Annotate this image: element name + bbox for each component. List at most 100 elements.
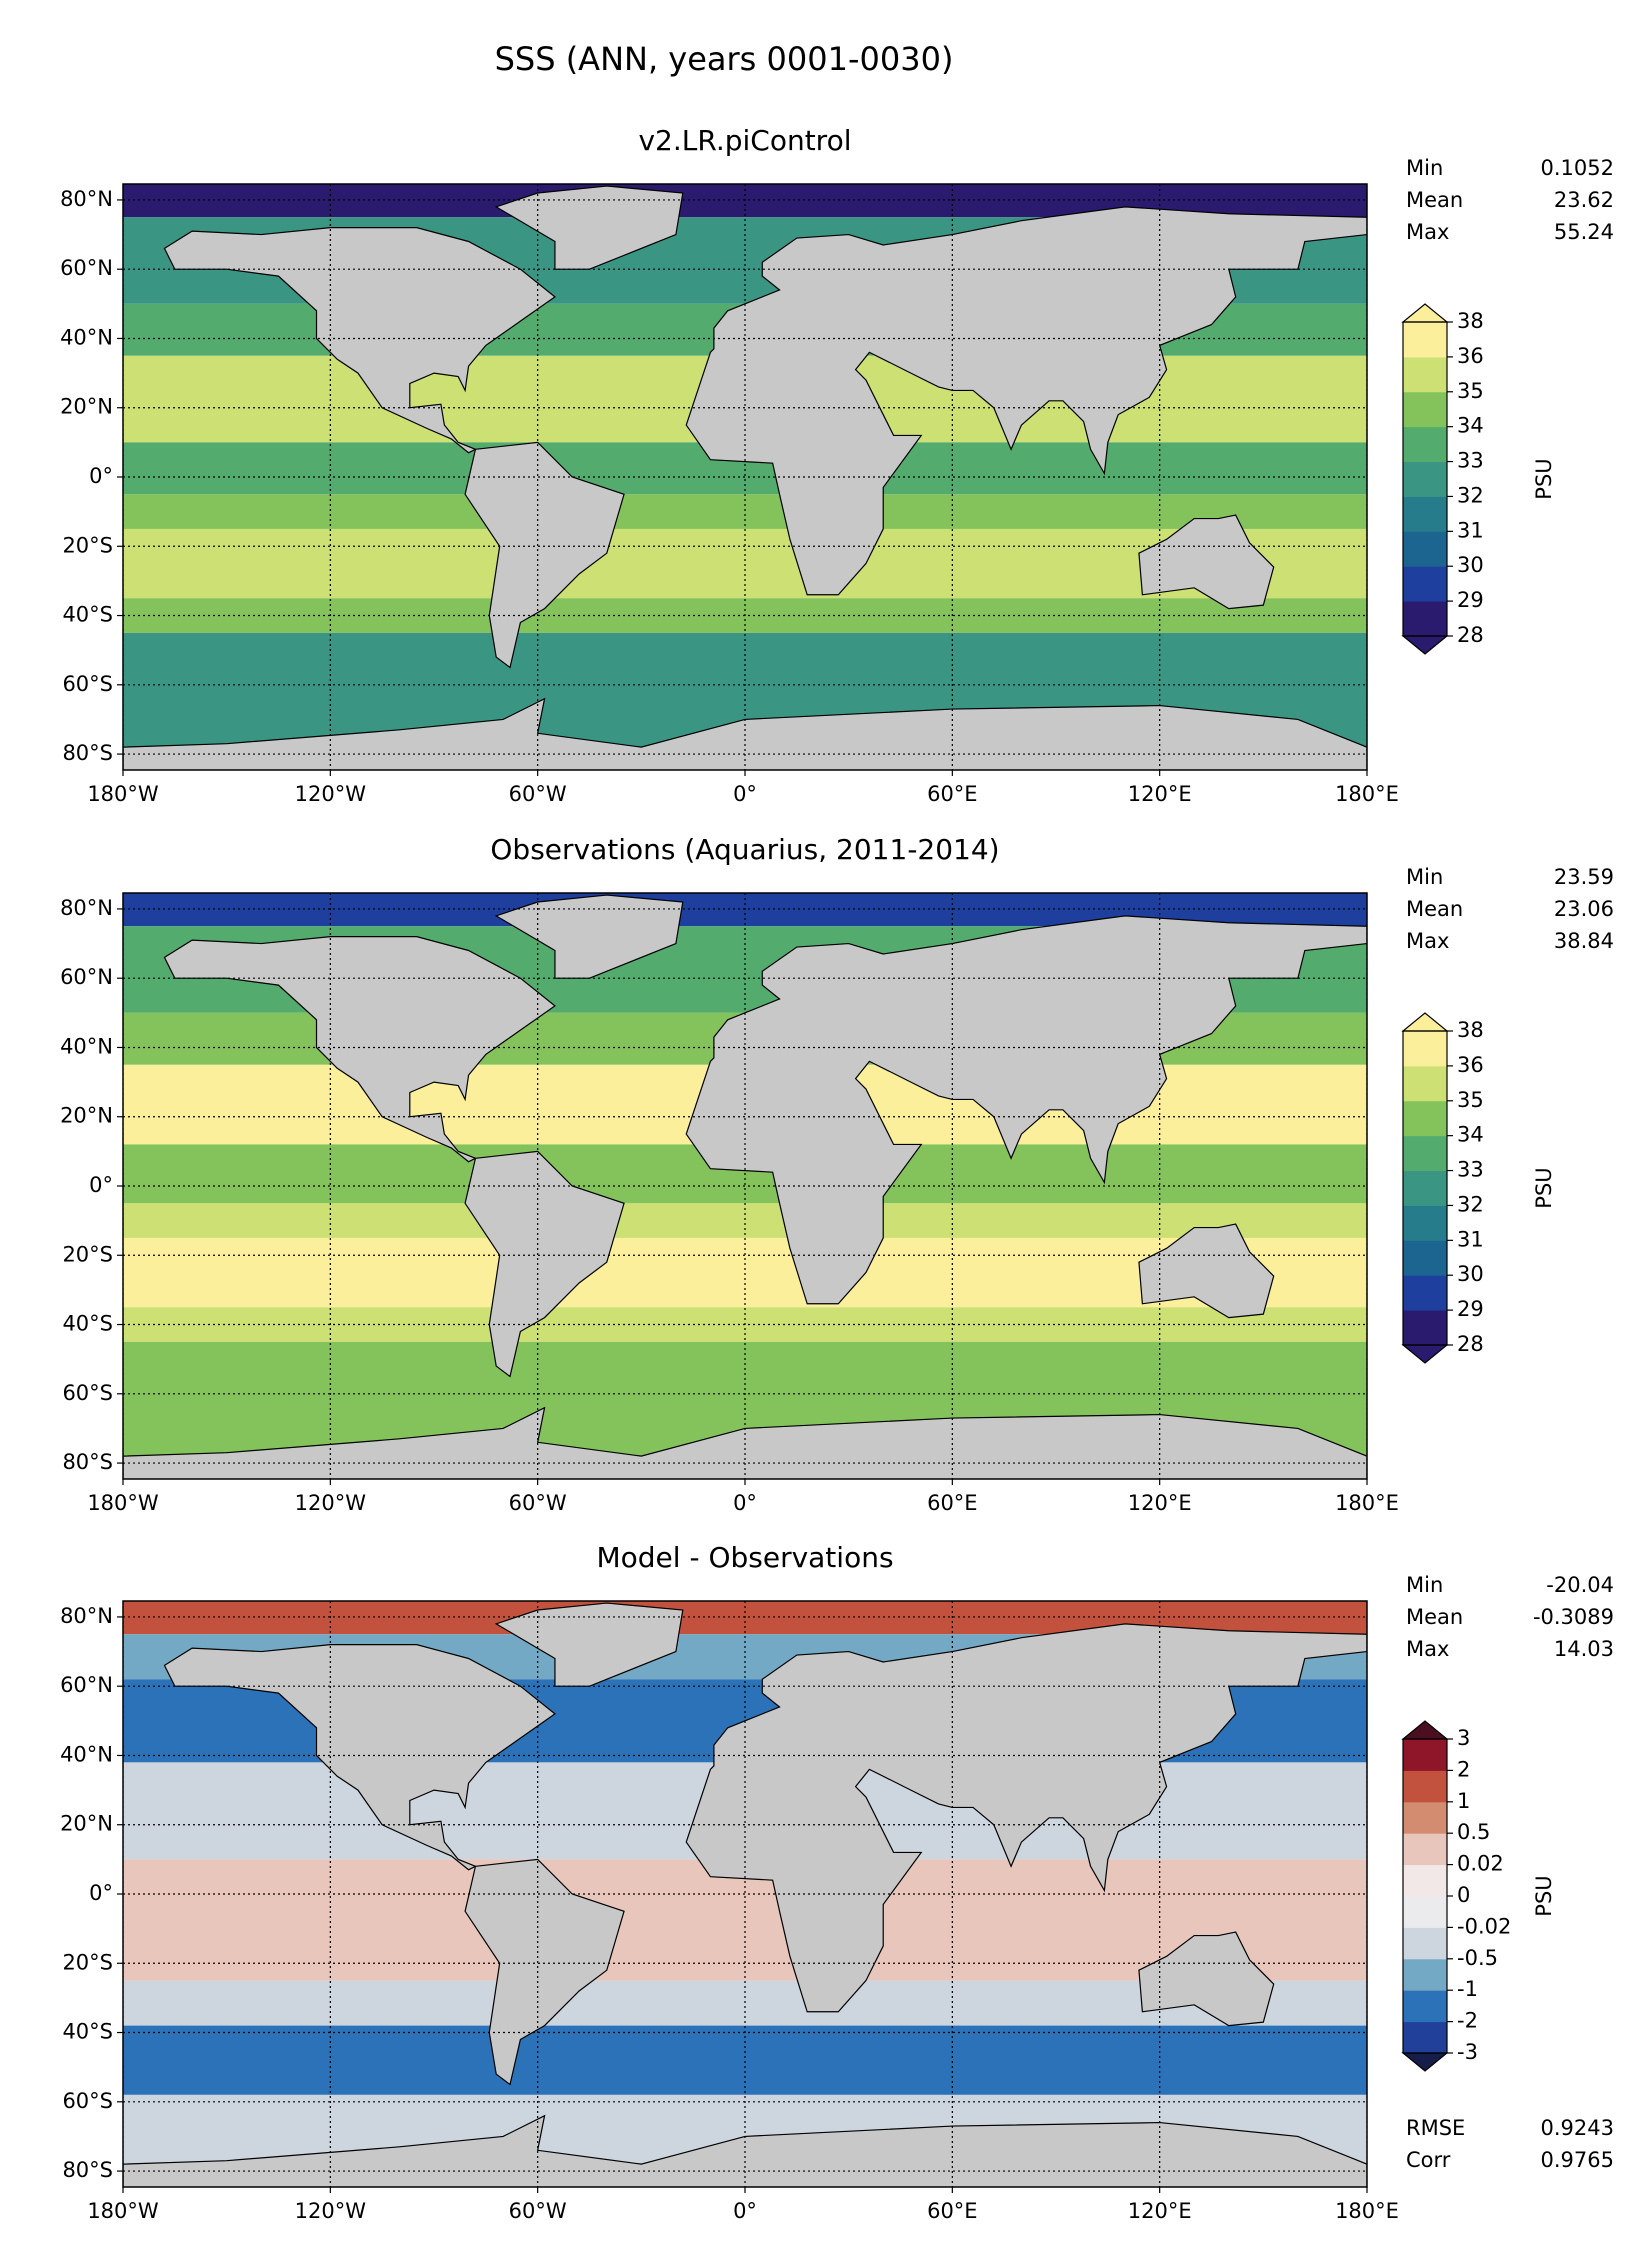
colorbar-frame	[1402, 1030, 1448, 1346]
colorbar-box	[1403, 1990, 1447, 2023]
lon-tick-label: 180°E	[1335, 1491, 1399, 1515]
lon-tick-label: 180°W	[87, 1491, 159, 1515]
colorbar-tick-label: 0.5	[1457, 1820, 1490, 1844]
colorbar-frame	[1402, 321, 1448, 637]
lat-tick-label: 40°N	[60, 325, 113, 349]
colorbar-box	[1403, 566, 1447, 602]
colorbar-tick-label: 35	[1457, 379, 1484, 403]
map	[123, 1601, 1367, 2187]
colorbar-box	[1403, 2021, 1447, 2054]
lat-tick-label: 0°	[89, 1173, 113, 1197]
colorbar-box	[1403, 1065, 1447, 1102]
panel-title: Model - Observations	[596, 1541, 893, 1574]
land	[1138, 1223, 1275, 1319]
panel-title: Observations (Aquarius, 2011-2014)	[490, 833, 999, 866]
land	[163, 1644, 556, 1871]
lat-tick-label: 60°S	[62, 672, 113, 696]
lon-tick-label: 0°	[733, 1491, 757, 1515]
colorbar-box	[1403, 391, 1447, 428]
lon-tick-label: 60°W	[509, 782, 567, 806]
colorbar-tick-label: -3	[1457, 2040, 1478, 2064]
lat-tick-label: 80°N	[60, 1604, 113, 1628]
stat-value: 0.1052	[1541, 156, 1614, 180]
stat-value: -20.04	[1546, 1573, 1614, 1597]
map	[123, 893, 1367, 1479]
colorbar-extend	[1401, 1012, 1449, 1032]
lon-tick-label: 120°W	[295, 1491, 367, 1515]
colorbar-box	[1403, 1205, 1447, 1241]
colorbar-label: PSU	[1532, 458, 1556, 499]
colorbar-box	[1403, 1100, 1447, 1137]
lon-tick-label: 0°	[733, 782, 757, 806]
lon-tick-label: 60°E	[927, 2199, 978, 2223]
lat-tick-label: 40°N	[60, 1742, 113, 1766]
lat-tick-label: 40°S	[62, 1312, 113, 1336]
lat-tick-label: 60°S	[62, 2089, 113, 2113]
colorbar-extend	[1401, 1720, 1449, 1740]
lat-tick-label: 40°N	[60, 1034, 113, 1058]
colorbar-box	[1403, 1135, 1447, 1172]
colorbar-tick-label: 2	[1457, 1757, 1470, 1781]
colorbar-tick-label: -0.02	[1457, 1914, 1511, 1938]
metric-value: 0.9765	[1541, 2148, 1614, 2172]
lat-tick-label: 20°N	[60, 1104, 113, 1128]
metric-label: Corr	[1406, 2148, 1451, 2172]
stat-value: 23.06	[1554, 897, 1614, 921]
lon-tick-label: 60°W	[509, 2199, 567, 2223]
colorbar-tick-label: 28	[1457, 623, 1484, 647]
colorbar-box	[1403, 1310, 1447, 1346]
map-frame	[122, 892, 1368, 1480]
colorbar-box	[1403, 426, 1447, 463]
colorbar-tick-label: 28	[1457, 1332, 1484, 1356]
colorbar-tick-label: 3	[1457, 1726, 1470, 1750]
land	[163, 227, 556, 454]
lon-tick-label: 180°W	[87, 2199, 159, 2223]
lat-tick-label: 80°S	[62, 2158, 113, 2182]
colorbar-box	[1403, 1770, 1447, 1803]
colorbar-tick-label: 33	[1457, 449, 1484, 473]
stat-label: Mean	[1406, 188, 1463, 212]
land	[1138, 514, 1275, 610]
lat-tick-label: 40°S	[62, 2020, 113, 2044]
lat-tick-label: 0°	[89, 1881, 113, 1905]
lon-tick-label: 120°W	[295, 2199, 367, 2223]
colorbar-extend	[1401, 303, 1449, 323]
map-frame	[122, 183, 1368, 771]
colorbar-box	[1403, 1801, 1447, 1834]
colorbar-label: PSU	[1532, 1875, 1556, 1916]
land	[685, 206, 1367, 596]
colorbar-extend	[1401, 635, 1449, 655]
lat-tick-label: 60°N	[60, 256, 113, 280]
stat-value: 23.62	[1554, 188, 1614, 212]
lon-tick-label: 120°W	[295, 782, 367, 806]
colorbar-tick-label: 0	[1457, 1883, 1470, 1907]
lat-tick-label: 20°N	[60, 395, 113, 419]
colorbar-box	[1403, 1240, 1447, 1276]
lat-tick-label: 20°S	[62, 1950, 113, 1974]
lon-tick-label: 60°W	[509, 1491, 567, 1515]
colorbar-box	[1403, 1031, 1447, 1067]
panel-title: v2.LR.piControl	[638, 124, 851, 157]
land	[163, 936, 556, 1163]
colorbar-label: PSU	[1532, 1167, 1556, 1208]
stat-value: 14.03	[1554, 1637, 1614, 1661]
lat-tick-label: 80°S	[62, 741, 113, 765]
colorbar-tick-label: 38	[1457, 309, 1484, 333]
stat-label: Mean	[1406, 1605, 1463, 1629]
colorbar-box	[1403, 1864, 1447, 1897]
land	[464, 1150, 625, 1378]
map-frame	[122, 1600, 1368, 2188]
stat-value: 55.24	[1554, 220, 1614, 244]
stat-value: -0.3089	[1533, 1605, 1614, 1629]
colorbar-tick-label: 34	[1457, 1123, 1484, 1147]
stat-label: Max	[1406, 1637, 1449, 1661]
colorbar-tick-label: 29	[1457, 1297, 1484, 1321]
colorbar-box	[1403, 601, 1447, 637]
colorbar-tick-label: 31	[1457, 518, 1484, 542]
lat-tick-label: 60°N	[60, 1673, 113, 1697]
metric-value: 0.9243	[1541, 2116, 1614, 2140]
colorbar-box	[1403, 531, 1447, 567]
lon-tick-label: 120°E	[1128, 2199, 1192, 2223]
colorbar-tick-label: 38	[1457, 1018, 1484, 1042]
lat-tick-label: 40°S	[62, 603, 113, 627]
